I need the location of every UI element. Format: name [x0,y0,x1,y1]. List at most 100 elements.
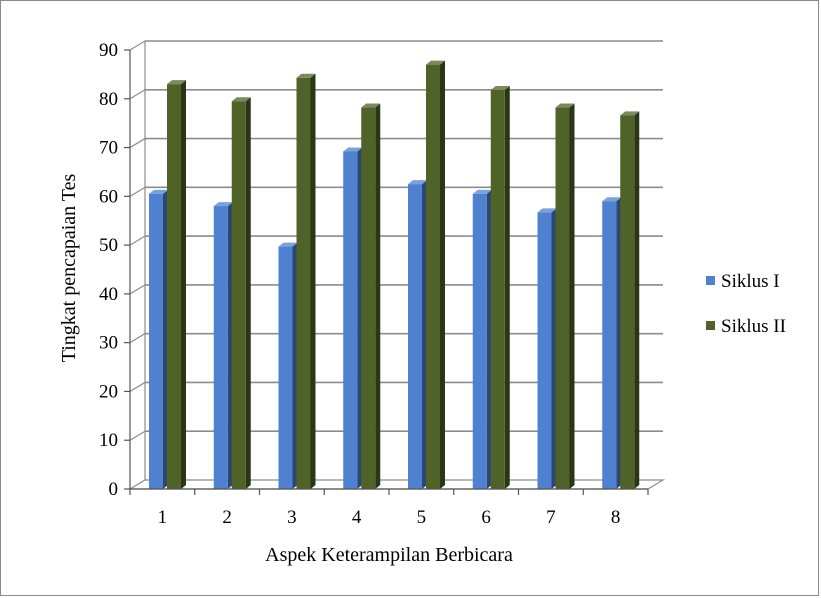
gridlines [129,40,663,441]
legend-item-siklus-1: Siklus I [706,271,780,292]
bar-front [537,212,552,489]
bar-side [634,111,640,490]
bar-front [490,89,505,490]
legend-label-siklus-1: Siklus I [721,271,780,292]
bar-2-2 [231,97,251,489]
bar-front [149,193,163,489]
x-tick-label: 3 [287,507,297,528]
bar-front [472,193,487,489]
bar-top [361,103,381,108]
gridline-depth [129,89,146,100]
x-tick-label: 7 [546,507,556,528]
legend-swatch-siklus-2 [706,321,715,330]
bar-front [213,206,228,490]
gridline-depth [129,40,146,51]
bar-side [422,180,427,489]
legend-label-siklus-2: Siklus II [721,316,786,337]
bar-front [361,107,376,490]
bar-2-1 [167,80,186,490]
bar-top [426,60,445,65]
y-tick-label: 10 [99,430,118,451]
x-tick-label: 8 [611,507,621,528]
bar-front [343,151,358,490]
bar-top [278,242,298,247]
bar-top [167,80,186,85]
bar-2-7 [555,103,575,490]
bar-top [490,85,510,90]
bar-top [537,208,557,213]
legend-item-siklus-2: Siklus II [706,316,786,337]
bar-top [296,73,316,78]
floor [127,479,666,490]
gridline-depth [129,186,146,197]
gridline-depth [129,333,146,344]
bar-1-8 [602,197,622,489]
x-tick-labels: 1 2 3 4 5 6 7 8 [158,507,621,528]
bar-front [408,184,422,489]
bar-side [504,85,510,490]
bars [149,60,640,490]
gridline-depth [129,138,146,149]
y-tick-label: 60 [99,186,118,207]
bar-top [343,147,363,152]
bar-1-6 [472,189,492,489]
axes [124,49,649,495]
bar-2-4 [361,103,381,490]
bar-side [486,189,492,489]
bar-top [408,180,427,185]
x-tick-label: 2 [222,507,232,528]
plot-background [127,41,666,490]
bar-2-5 [426,60,445,490]
y-tick-label: 0 [109,479,119,500]
bar-2-8 [620,111,640,490]
bar-front [620,115,635,490]
y-tick-label: 80 [99,89,118,110]
y-axis-title: Tingkat pencapaian Tes [58,174,80,363]
bar-side [375,103,381,490]
bar-front [278,246,293,489]
y-tick-label: 20 [99,381,118,402]
gridline-depth [129,381,146,392]
bar-top [472,189,492,194]
bar-front [231,101,246,489]
x-tick-label: 5 [417,507,427,528]
x-axis-title: Aspek Keterampilan Berbicara [265,544,513,566]
legend-swatch-siklus-1 [706,276,715,285]
gridline-depth [129,430,146,441]
bar-side [227,202,233,490]
y-tick-labels: 0 10 20 30 40 50 60 70 80 90 [99,40,118,500]
bar-front [602,201,617,489]
bar-1-4 [343,147,363,490]
bar-top [602,197,622,202]
bar-top [149,189,168,194]
y-tick-label: 30 [99,333,118,354]
gridline-depth [129,284,146,295]
bar-1-5 [408,180,427,489]
bar-2-6 [490,85,510,490]
bar-2-3 [296,73,316,489]
bar-1-1 [149,189,168,489]
bar-side [181,80,186,490]
y-tick-label: 50 [99,235,118,256]
bar-side [357,147,363,490]
bar-side [616,197,622,489]
bar-front [296,77,311,489]
bar-1-7 [537,208,557,489]
y-tick-label: 40 [99,284,118,305]
bar-side [569,103,575,490]
bar-top [231,97,251,102]
bar-front [555,107,570,490]
bar-front [167,84,181,490]
x-tick-label: 4 [352,507,362,528]
bar-side [245,97,251,489]
bar-top [555,103,575,108]
bar-top [620,111,640,116]
bar-1-2 [213,202,233,490]
y-tick-label: 90 [99,40,118,61]
bar-top [213,202,233,207]
legend: Siklus I Siklus II [706,271,786,337]
bar-front [426,64,440,489]
bar-side [292,242,298,489]
